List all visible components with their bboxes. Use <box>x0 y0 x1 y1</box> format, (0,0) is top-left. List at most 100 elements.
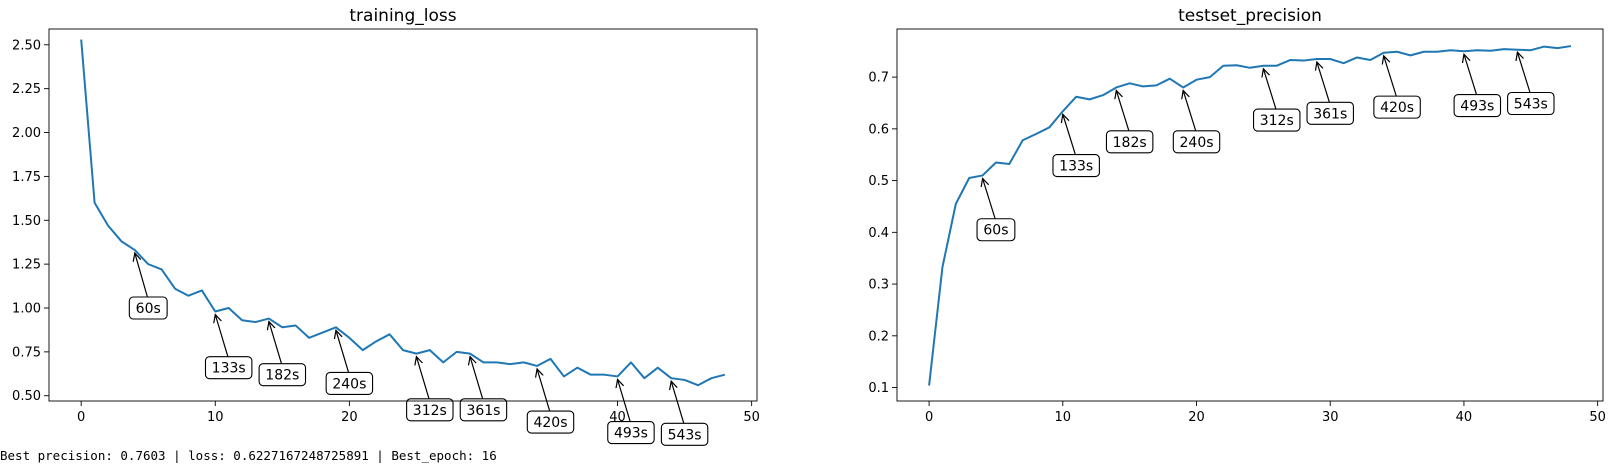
annotation-arrow <box>470 357 484 399</box>
y-tick-label: 1.00 <box>12 302 41 317</box>
annotation-box <box>1052 154 1100 178</box>
annotation: 361s <box>459 357 508 422</box>
x-tick-label: 30 <box>1322 410 1339 425</box>
annotation: 133s <box>204 315 253 380</box>
annotations: 60s 133s 182s 240s 312s 361s 420s 493s 543s <box>128 253 709 446</box>
x-tick-label: 50 <box>1589 410 1606 425</box>
annotation-arrow <box>537 369 551 412</box>
annotation: 420s <box>1373 56 1421 119</box>
summary-footer: Best precision: 0.7603 | loss: 0.6227167… <box>0 448 497 463</box>
x-tick-label: 40 <box>1456 410 1473 425</box>
annotation-arrow <box>1517 52 1531 93</box>
y-tick-label: 0.5 <box>868 174 889 189</box>
x-tick-label: 50 <box>743 410 760 425</box>
annotation-box <box>526 410 575 434</box>
annotation-box <box>1306 101 1354 125</box>
y-tick-label: 1.50 <box>12 214 41 229</box>
annotation: 420s <box>526 369 575 434</box>
annotation-label: 133s <box>1059 159 1093 175</box>
x-tick-label: 0 <box>77 410 85 425</box>
annotation-label: 361s <box>1313 106 1347 122</box>
annotation-arrow <box>336 330 350 373</box>
annotation-arrow <box>1116 90 1130 131</box>
chart-title: testset_precision <box>1178 6 1322 26</box>
annotation-label: 312s <box>413 403 447 419</box>
annotation: 182s <box>258 322 307 387</box>
annotation-label: 543s <box>668 427 702 443</box>
annotation: 543s <box>1507 52 1555 116</box>
annotation-arrow <box>618 379 631 422</box>
annotation-arrow <box>135 253 148 298</box>
annotation-arrow <box>416 357 430 399</box>
annotation-box <box>1507 91 1555 116</box>
y-tick-label: 2.25 <box>12 82 41 97</box>
x-tick-label: 10 <box>207 410 224 425</box>
annotation-box <box>325 371 374 396</box>
y-axis: 0.1 0.2 0.3 0.4 0.5 0.6 0.7 <box>868 71 897 396</box>
x-tick-label: 20 <box>1188 410 1205 425</box>
y-tick-label: 0.2 <box>868 329 889 344</box>
annotation-box <box>258 363 307 387</box>
annotation-box <box>128 296 168 320</box>
x-tick-label: 10 <box>1055 410 1072 425</box>
annotation-arrow <box>1183 90 1197 131</box>
y-tick-label: 0.6 <box>868 122 889 137</box>
annotation-box <box>1453 94 1502 118</box>
annotation-label: 133s <box>212 361 246 377</box>
testset-precision-chart: testset_precision 0 10 20 30 40 50 0.10.20.30… <box>868 6 1606 425</box>
annotation: 493s <box>1453 54 1502 118</box>
annotation-box <box>976 218 1016 242</box>
y-tick-label: 1.75 <box>12 170 41 185</box>
annotation-box <box>607 421 655 445</box>
y-tick-label: 0.75 <box>12 345 41 360</box>
annotation-label: 420s <box>1380 100 1414 116</box>
annotation-box <box>459 398 508 422</box>
annotation-arrow <box>1263 69 1277 110</box>
annotation-box <box>660 422 709 446</box>
annotation: 312s <box>406 357 454 422</box>
series-line <box>80 39 726 387</box>
separator: | <box>368 448 392 463</box>
y-tick-label: 1.25 <box>12 258 41 273</box>
series-polyline <box>80 39 726 387</box>
annotation-arrow <box>1063 114 1076 155</box>
annotation: 240s <box>325 330 374 396</box>
annotation-arrow <box>269 322 283 364</box>
annotation-label: 240s <box>1180 135 1214 151</box>
annotation-label: 312s <box>1260 113 1294 129</box>
annotation-label: 493s <box>1460 99 1494 115</box>
annotation-box <box>1252 108 1301 132</box>
series-polyline <box>928 45 1572 386</box>
annotation: 543s <box>660 381 709 446</box>
annotation-label: 182s <box>1113 135 1147 151</box>
plot-frame <box>896 28 1604 402</box>
separator: | <box>165 448 189 463</box>
annotation: 60s <box>976 178 1016 242</box>
y-tick-label: 0.1 <box>868 381 889 396</box>
loss-text: loss: 0.6227167248725891 <box>188 448 369 463</box>
annotation-label: 60s <box>983 223 1008 239</box>
best-epoch-text: Best_epoch: 16 <box>391 448 497 463</box>
annotation-arrow <box>215 315 229 357</box>
best-precision-text: Best precision: 0.7603 <box>0 448 166 463</box>
annotation: 312s <box>1252 69 1301 132</box>
annotation: 240s <box>1172 90 1221 154</box>
annotation-arrow <box>983 178 996 219</box>
annotation: 60s <box>128 253 168 320</box>
annotation-box <box>1105 130 1154 154</box>
y-tick-label: 0.4 <box>868 226 889 241</box>
annotation: 361s <box>1306 62 1354 125</box>
annotation-label: 361s <box>466 403 500 419</box>
annotations: 60s 133s 182s 240s 312s 361s 420s 493s 543s <box>976 52 1555 242</box>
chart-title: training_loss <box>349 6 456 26</box>
annotation-label: 420s <box>533 415 567 431</box>
annotation-label: 543s <box>1514 97 1548 113</box>
annotation: 182s <box>1105 90 1154 154</box>
series-line <box>928 45 1572 386</box>
x-tick-label: 20 <box>341 410 358 425</box>
annotation-box <box>406 398 454 422</box>
annotation: 133s <box>1052 114 1100 178</box>
annotation-label: 493s <box>614 426 648 442</box>
